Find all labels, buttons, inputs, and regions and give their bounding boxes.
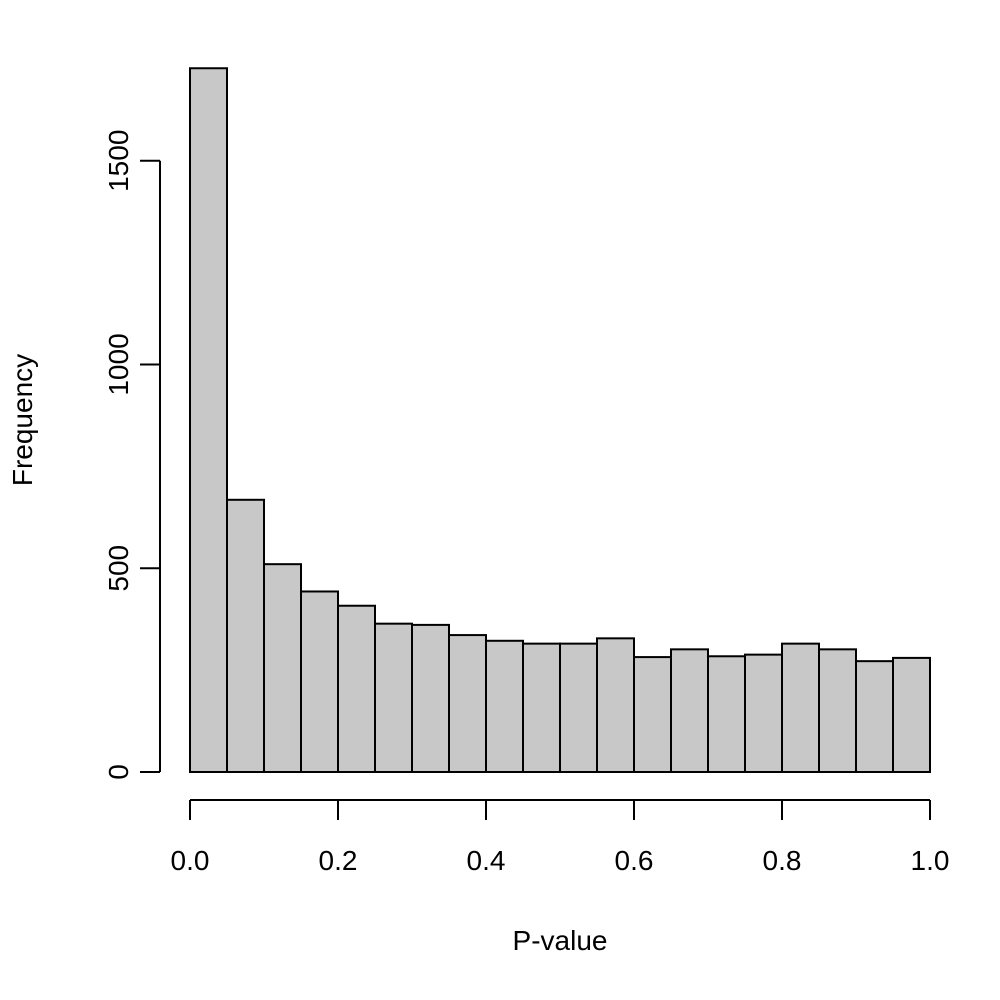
histogram-bars [189, 67, 931, 774]
histogram-bar [707, 655, 746, 774]
x-tick-label: 0.4 [467, 845, 506, 876]
histogram-bar [485, 639, 524, 773]
histogram-bar [670, 648, 709, 774]
y-axis: 0 500 1000 1500 [103, 130, 161, 780]
x-tick-label: 0.0 [171, 845, 210, 876]
y-tick-label: 0 [103, 764, 134, 780]
histogram-bar [448, 634, 487, 774]
histogram-bar [337, 604, 376, 773]
histogram-bar [855, 660, 894, 773]
histogram-bar [818, 648, 857, 774]
x-tick-label: 1.0 [911, 845, 950, 876]
y-tick-label: 1500 [103, 130, 134, 192]
y-axis-title: Frequency [7, 354, 38, 486]
histogram-bar [596, 637, 635, 774]
histogram-bar [411, 623, 450, 774]
x-axis: 0.0 0.2 0.4 0.6 0.8 1.0 [171, 799, 950, 876]
histogram-bar [744, 653, 783, 774]
histogram-bar [189, 67, 228, 773]
x-tick-label: 0.8 [763, 845, 802, 876]
histogram-bar [781, 642, 820, 774]
histogram-bar [522, 642, 561, 774]
x-axis-title: P-value [513, 925, 608, 956]
histogram-bar [559, 642, 598, 774]
histogram-bar [226, 498, 265, 773]
x-tick-label: 0.2 [319, 845, 358, 876]
histogram-bar [374, 622, 413, 773]
histogram-bar [263, 563, 302, 773]
x-tick-label: 0.6 [615, 845, 654, 876]
y-tick-label: 1000 [103, 333, 134, 395]
histogram-bar [300, 590, 339, 773]
y-tick-label: 500 [103, 545, 134, 592]
histogram-bar [633, 656, 672, 774]
histogram-bar [892, 656, 931, 774]
